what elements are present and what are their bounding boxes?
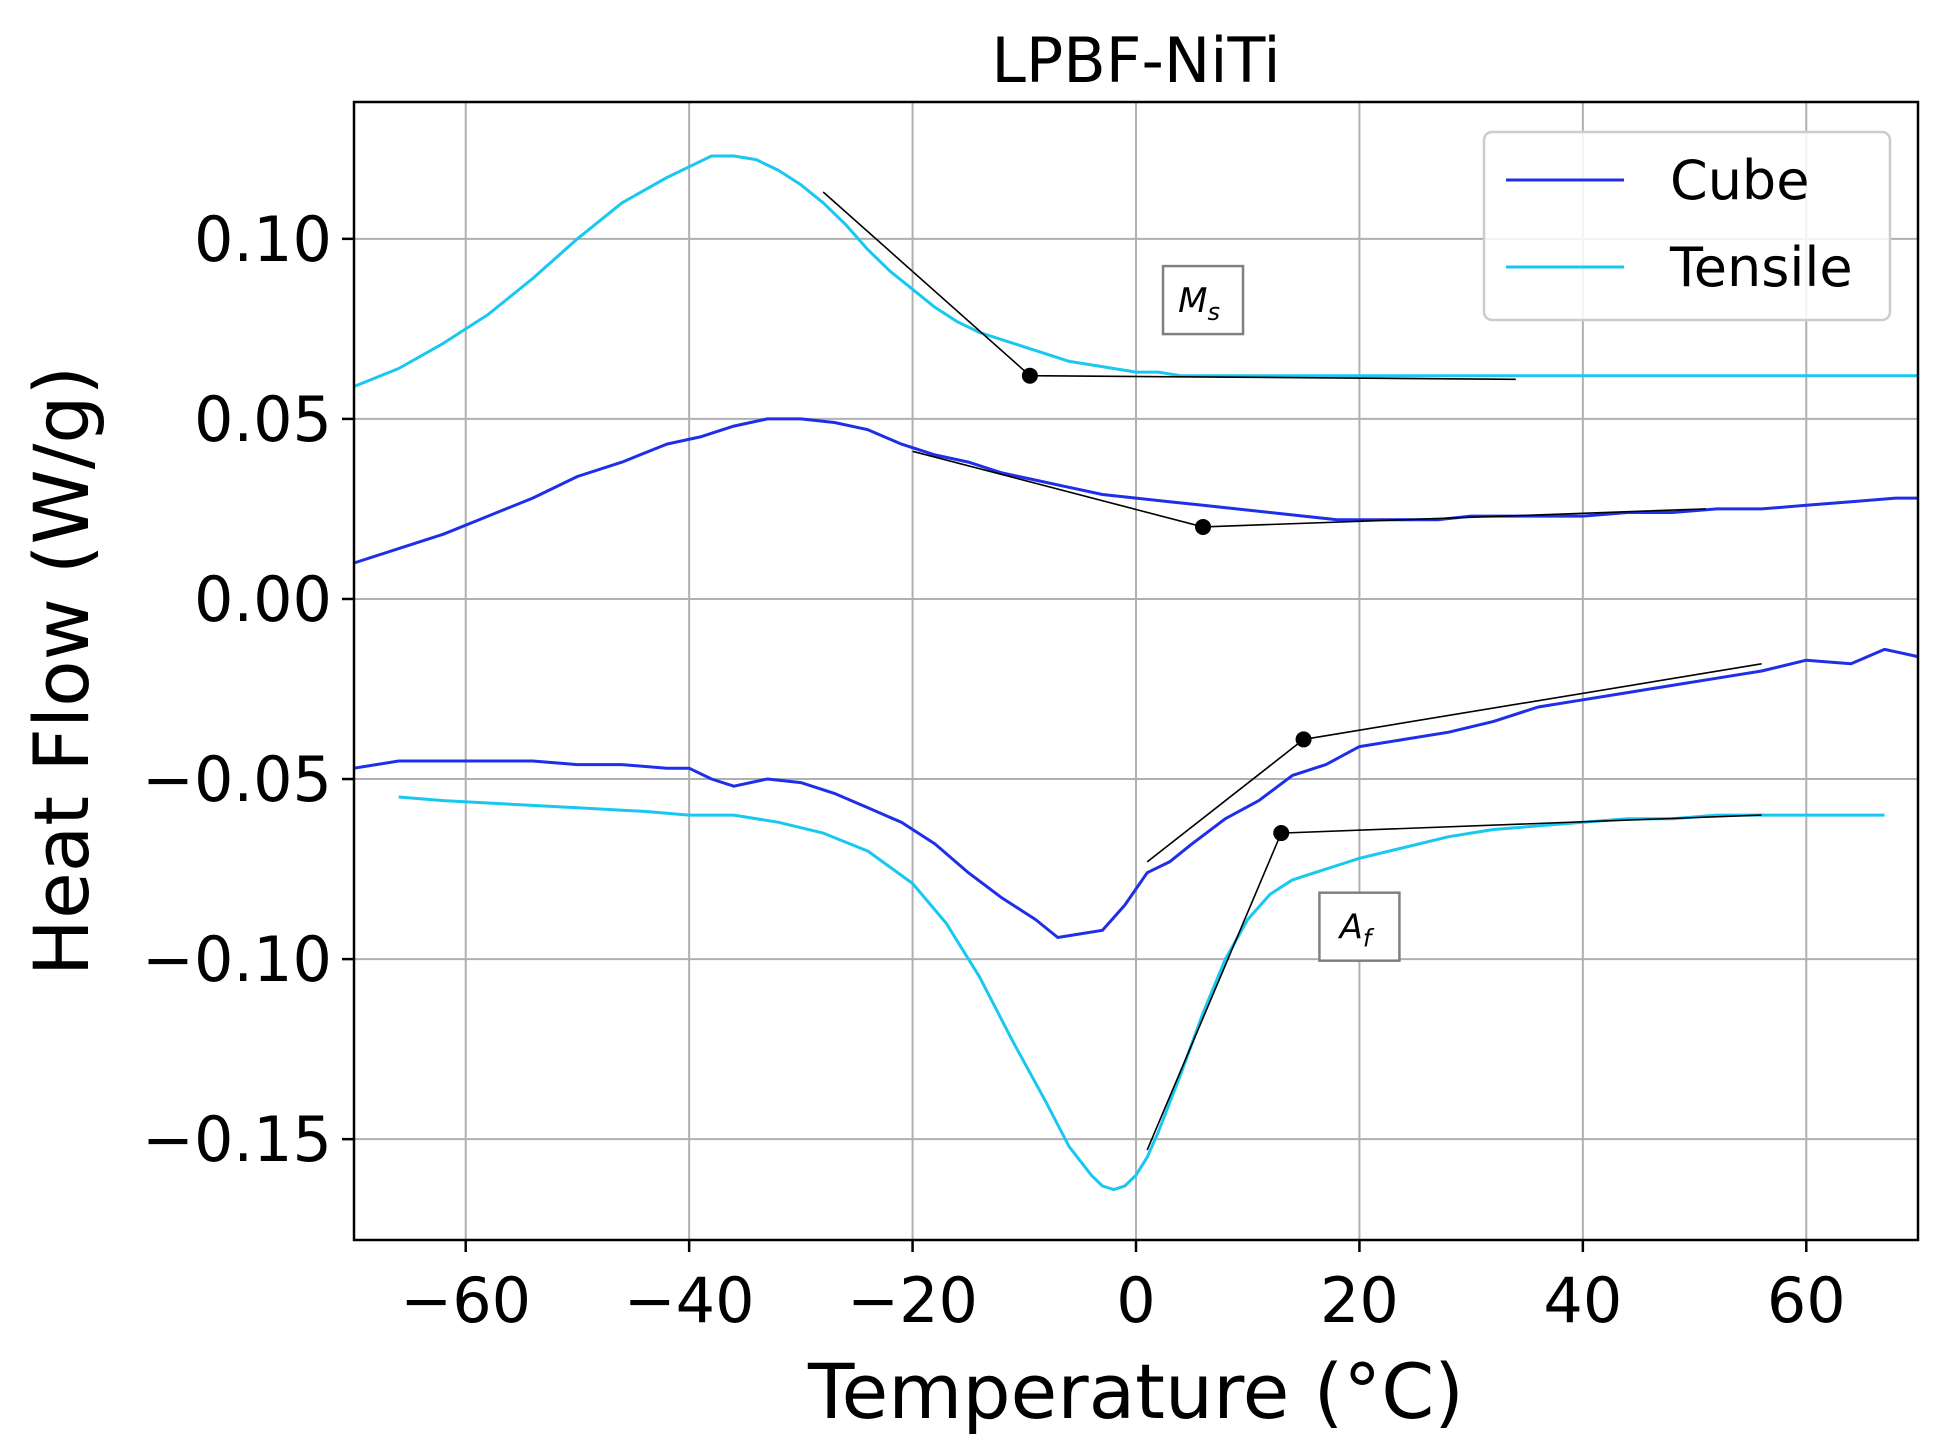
x-tick-label: −20 [847,1264,978,1337]
y-tick-label: 0.05 [194,383,332,456]
af-annotation-box [1318,891,1401,962]
y-tick-label: −0.15 [142,1103,332,1176]
marker-cube-heating-point [1295,731,1312,748]
marker-ms-point [1021,367,1038,384]
x-axis: −60 −40 −20 0 20 40 60 [400,1240,1846,1337]
legend: Cube Tensile [1482,130,1892,322]
x-tick-label: 40 [1543,1264,1622,1337]
ms-annotation-box [1161,264,1245,336]
marker-af-point [1273,825,1290,842]
series-line-cube-heating [353,647,1919,939]
x-tick-label: 20 [1320,1264,1399,1337]
y-axis: 0.10 0.05 0.00 −0.05 −0.10 −0.15 [142,203,354,1176]
series-line-tensile-heating [398,795,1885,1192]
marker-cube-cooling-point [1195,518,1212,535]
y-axis-title: Heat Flow (W/g) [17,366,106,976]
x-tick-label: 0 [1116,1264,1155,1337]
tangent-lines [822,191,1762,1151]
y-tick-label: 0.10 [194,203,332,276]
x-tick-label: −40 [624,1264,755,1337]
x-tick-label: −60 [400,1264,531,1337]
series-line-tensile-cooling [353,154,1918,388]
tangent-line-cube-heating [1146,663,1762,863]
y-tick-label: −0.10 [142,923,332,996]
tangent-line-tensile-heating-af [1146,814,1762,1151]
legend-label-cube: Cube [1670,149,1809,212]
y-tick-label: 0.00 [194,563,332,636]
y-tick-label: −0.05 [142,743,332,816]
x-tick-label: 60 [1767,1264,1846,1337]
legend-label-tensile: Tensile [1669,236,1853,299]
chart-title: LPBF-NiTi [991,24,1280,97]
x-axis-title: Temperature (°C) [807,1347,1464,1436]
tangent-points [1021,367,1312,842]
